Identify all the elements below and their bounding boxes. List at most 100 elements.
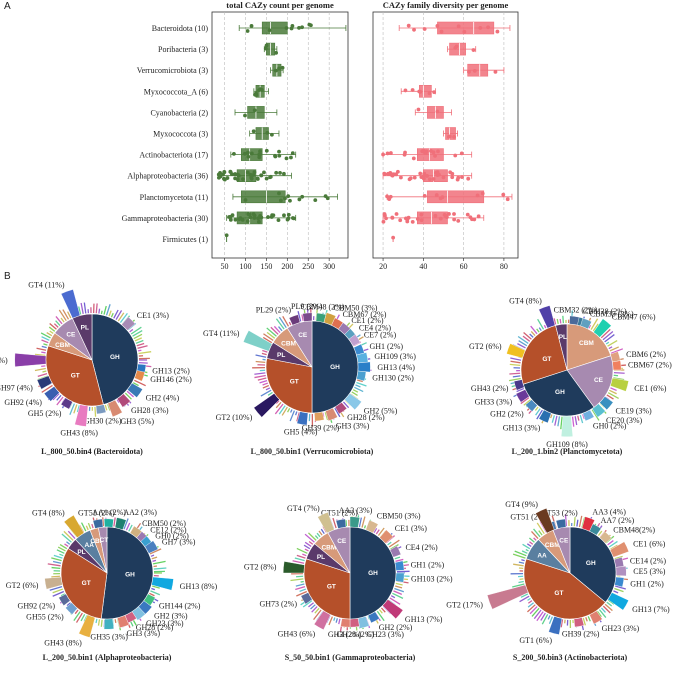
- data-point: [288, 198, 292, 203]
- family-tick: [537, 318, 545, 330]
- data-point: [406, 23, 411, 28]
- family-tick: [510, 357, 522, 361]
- family-tick: [36, 347, 47, 351]
- family-tick: [262, 382, 269, 386]
- box: [261, 21, 288, 35]
- callout-label: GH2 (2%): [490, 409, 524, 418]
- callout-label: GT2 (13%): [0, 356, 8, 365]
- callout-label: GT51 (2%): [78, 509, 115, 518]
- callout-wedge: [325, 407, 338, 422]
- slice-label: CBM: [90, 538, 105, 545]
- data-point: [282, 171, 286, 176]
- family-tick: [335, 618, 338, 623]
- data-point: [403, 88, 408, 93]
- family-tick: [41, 351, 46, 354]
- family-tick: [538, 327, 542, 332]
- callout-label: CE7 (2%): [364, 331, 397, 340]
- callout-label: GH92 (4%): [4, 398, 42, 407]
- family-tick: [278, 405, 286, 415]
- data-point: [448, 170, 453, 175]
- family-tick: [613, 371, 625, 374]
- family-tick: [107, 404, 111, 411]
- family-tick: [333, 617, 336, 621]
- callout-wedge: [313, 610, 331, 631]
- callout-wedge: [356, 370, 367, 382]
- callout-wedge: [515, 389, 530, 403]
- family-tick: [588, 324, 592, 329]
- family-tick: [136, 342, 145, 347]
- callout-label: CE5 (3%): [633, 567, 666, 576]
- callout-label: GH3 (5%): [121, 417, 155, 426]
- callout-label: GT4 (11%): [203, 329, 240, 338]
- family-tick: [316, 532, 321, 538]
- data-point: [245, 29, 250, 33]
- family-tick: [363, 525, 367, 529]
- family-tick: [290, 409, 293, 413]
- pie-slice: [45, 345, 104, 407]
- data-point: [390, 173, 395, 178]
- callout-wedge: [560, 415, 574, 438]
- pie-chart: GT4 (11%) CE1 (3%) GH13 (2%)GH146 (2%) GH2 …: [0, 281, 192, 456]
- slice-label: AA: [85, 542, 95, 549]
- pie-slice: [569, 526, 617, 603]
- family-tick: [296, 547, 308, 554]
- family-tick: [301, 314, 304, 321]
- family-tick: [56, 396, 64, 406]
- tick-label: 20: [379, 262, 387, 271]
- callout-wedge: [591, 403, 606, 418]
- family-tick: [596, 610, 602, 618]
- family-tick: [119, 312, 128, 323]
- family-tick: [94, 406, 97, 417]
- family-tick: [132, 382, 139, 387]
- callout-label: GH103 (2%): [411, 574, 453, 583]
- family-tick: [395, 582, 403, 586]
- family-tick: [51, 575, 61, 578]
- callout-wedge: [36, 375, 53, 390]
- callout-label: GT2 (6%): [469, 342, 502, 351]
- callout-wedge: [44, 576, 63, 590]
- slice-label: CT: [100, 537, 109, 544]
- data-point: [276, 218, 281, 223]
- family-tick: [373, 528, 378, 533]
- data-point: [253, 92, 257, 97]
- data-point: [300, 194, 305, 199]
- data-point: [225, 176, 230, 180]
- family-tick: [138, 351, 152, 355]
- callout-label: GH43 (2%): [471, 384, 509, 393]
- callout-label: GH3 (2%): [328, 630, 362, 639]
- data-point: [432, 90, 437, 95]
- family-tick: [604, 603, 613, 612]
- data-point: [284, 26, 289, 30]
- data-point: [470, 217, 474, 222]
- family-tick: [591, 409, 600, 421]
- data-point: [246, 154, 251, 159]
- family-tick: [521, 550, 528, 554]
- data-point: [456, 24, 461, 29]
- callout-wedge: [538, 409, 552, 424]
- data-point: [433, 213, 438, 218]
- callout-wedge: [63, 514, 85, 539]
- data-point: [297, 197, 302, 202]
- family-tick: [536, 409, 543, 420]
- family-tick: [303, 544, 311, 550]
- data-point: [388, 151, 393, 155]
- slice-label: GT: [82, 580, 91, 587]
- family-tick: [137, 345, 148, 349]
- family-tick: [600, 607, 606, 613]
- family-tick: [527, 597, 531, 601]
- family-tick: [55, 315, 63, 325]
- family-tick: [525, 548, 529, 552]
- data-point: [459, 151, 464, 156]
- callout-label: CE1 (6%): [633, 540, 666, 549]
- data-point: [412, 175, 417, 180]
- data-point: [415, 217, 420, 221]
- family-tick: [275, 401, 282, 409]
- data-point: [323, 194, 328, 199]
- family-tick: [531, 530, 539, 539]
- family-tick: [543, 324, 547, 329]
- family-tick: [129, 328, 134, 333]
- callout-wedge: [615, 565, 627, 577]
- callout-wedge: [95, 404, 107, 415]
- family-tick: [610, 348, 624, 354]
- family-tick: [613, 590, 619, 594]
